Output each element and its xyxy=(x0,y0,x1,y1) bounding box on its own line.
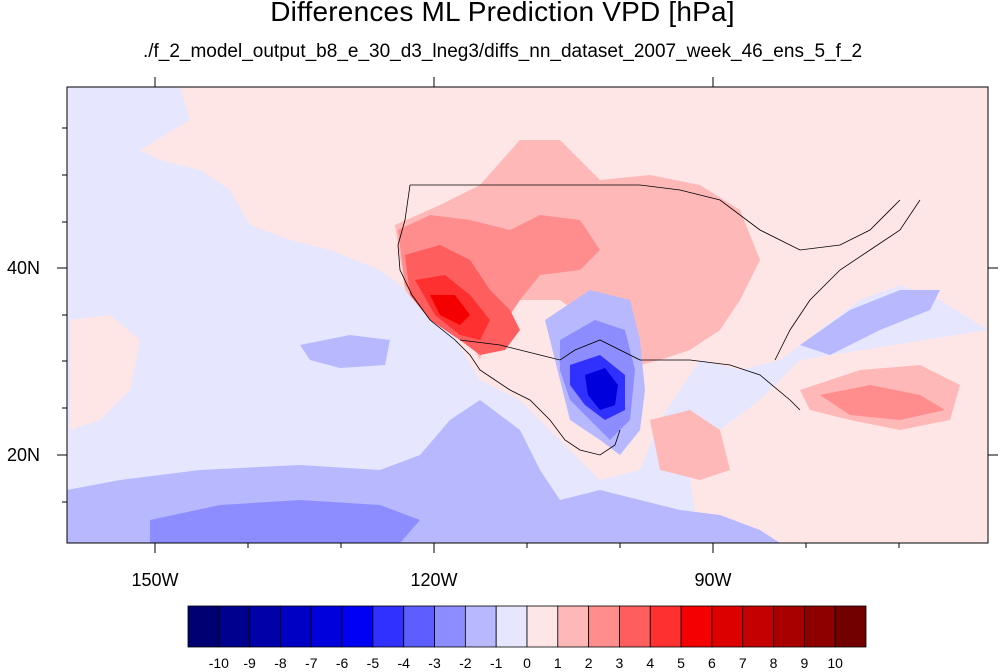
colorbar-label: 8 xyxy=(769,655,778,671)
colorbar-label: 5 xyxy=(677,655,685,671)
field-atlantic-blue-band xyxy=(800,290,940,355)
us-canada-border xyxy=(410,184,901,251)
colorbar-swatch xyxy=(711,605,744,648)
colorbar-swatch xyxy=(310,605,343,648)
map-subtitle: ./f_2_model_output_b8_e_30_d3_lneg3/diff… xyxy=(142,41,863,62)
map-title: Differences ML Prediction VPD [hPa] xyxy=(270,0,735,27)
colorbar-swatch xyxy=(218,605,251,648)
colorbar-label: 4 xyxy=(646,655,655,671)
colorbar-label: -7 xyxy=(305,655,318,671)
field-florida-strait-light-red xyxy=(650,410,730,480)
field-pacific-positive-patch xyxy=(70,315,140,430)
colorbar-label: 7 xyxy=(738,655,747,671)
colorbar-swatch xyxy=(680,605,713,648)
colorbar-swatch xyxy=(495,605,528,648)
colorbar-label: 2 xyxy=(584,655,593,671)
lon-label-120w: 120W xyxy=(410,570,458,590)
colorbar-swatch xyxy=(249,605,281,648)
lat-label-40n: 40N xyxy=(6,258,40,278)
colorbar-label: 1 xyxy=(553,655,562,671)
us-east-coast xyxy=(774,199,921,361)
colorbar-label: -2 xyxy=(459,655,472,671)
field-pacific-mid-blue xyxy=(150,500,420,543)
colorbar-label: -10 xyxy=(208,655,229,671)
colorbar-label: -1 xyxy=(489,655,503,671)
colorbar-swatch xyxy=(341,605,374,648)
field-atlantic-mid-red xyxy=(820,385,945,420)
field-southwest-max xyxy=(430,295,470,325)
colorbar-label: -5 xyxy=(366,655,380,671)
map-field xyxy=(67,87,988,543)
colorbar xyxy=(187,605,867,648)
colorbar-label: 9 xyxy=(800,655,809,671)
us-west-coast xyxy=(397,184,496,381)
colorbar-swatch xyxy=(649,605,682,648)
colorbar-swatch xyxy=(526,605,559,648)
colorbar-swatch xyxy=(619,605,651,648)
colorbar-swatch xyxy=(403,605,435,648)
lon-label-150w: 150W xyxy=(131,570,179,590)
colorbar-label: 6 xyxy=(708,655,716,671)
field-gulf-max-blue xyxy=(585,368,618,410)
mexico-pacific-coast xyxy=(494,379,621,456)
colorbar-label: -9 xyxy=(243,655,256,671)
colorbar-swatch xyxy=(803,605,836,648)
colorbar-swatch xyxy=(742,605,774,648)
colorbar-label: 3 xyxy=(615,655,624,671)
lon-label-90w: 90W xyxy=(694,570,732,590)
colorbar-swatch xyxy=(434,605,466,648)
colorbar-swatch xyxy=(773,605,805,648)
colorbar-swatch xyxy=(280,605,312,648)
colorbar-swatch xyxy=(557,605,590,648)
colorbar-swatch xyxy=(834,605,867,648)
colorbar-label: -3 xyxy=(428,655,441,671)
colorbar-label: -4 xyxy=(397,655,410,671)
colorbar-swatch xyxy=(372,605,405,648)
coastlines xyxy=(397,184,921,456)
us-mexico-border xyxy=(459,339,541,356)
colorbar-label: -8 xyxy=(274,655,287,671)
colorbar-swatch xyxy=(588,605,620,648)
colorbar-label: -6 xyxy=(335,655,349,671)
gulf-coast xyxy=(539,339,801,411)
colorbar-label: 10 xyxy=(827,655,843,671)
lon-ticks xyxy=(154,77,900,553)
colorbar-swatch xyxy=(187,605,220,648)
field-pacific-blue-patch xyxy=(300,335,390,368)
lat-ticks xyxy=(57,127,998,503)
colorbar-label: 0 xyxy=(523,655,531,671)
lat-label-20n: 20N xyxy=(6,445,40,465)
colorbar-swatch xyxy=(464,605,497,648)
